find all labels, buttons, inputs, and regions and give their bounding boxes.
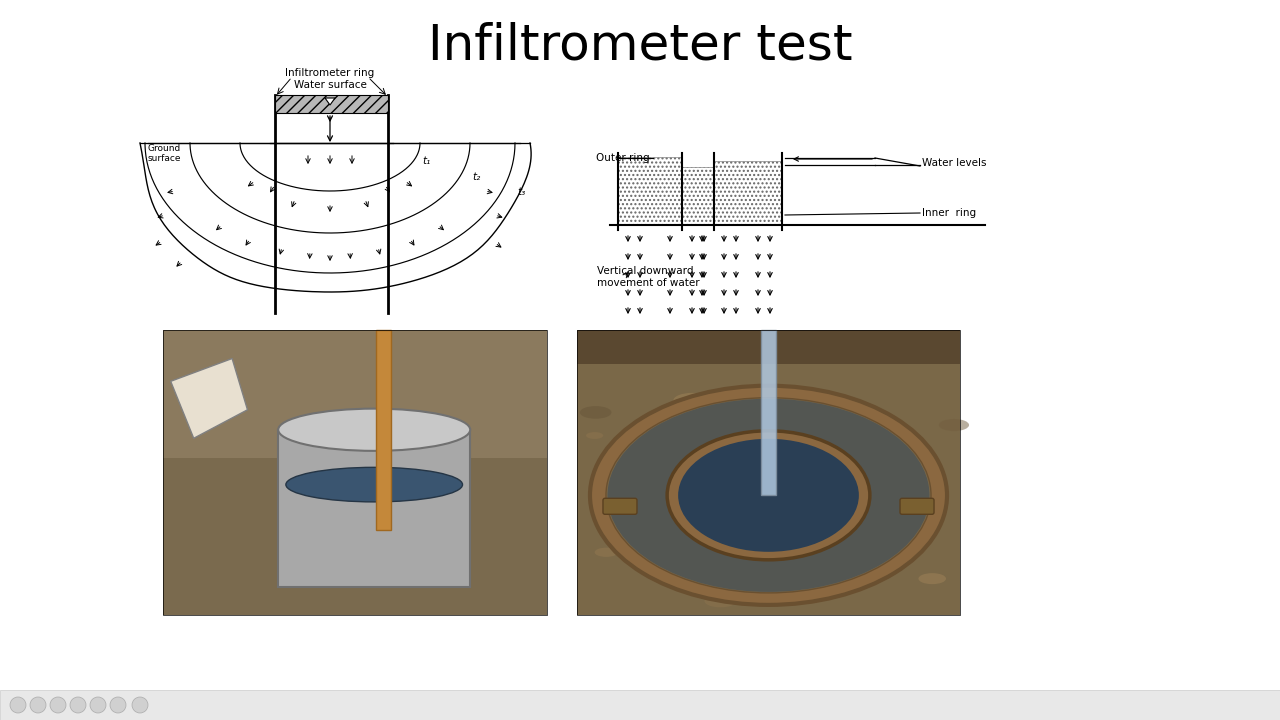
Text: Outer ring: Outer ring: [596, 153, 650, 163]
Ellipse shape: [755, 543, 792, 557]
Ellipse shape: [850, 487, 863, 492]
Ellipse shape: [773, 528, 801, 539]
Text: Ground
surface: Ground surface: [148, 144, 182, 163]
Text: t₂: t₂: [472, 172, 480, 182]
Ellipse shape: [595, 548, 618, 557]
Ellipse shape: [678, 438, 859, 552]
Circle shape: [90, 697, 106, 713]
Polygon shape: [170, 359, 247, 438]
FancyBboxPatch shape: [603, 498, 637, 514]
Bar: [163, 458, 547, 615]
Polygon shape: [325, 98, 335, 105]
Ellipse shape: [667, 431, 870, 560]
Ellipse shape: [605, 397, 931, 593]
Text: t₁: t₁: [422, 156, 430, 166]
Text: Inner  ring: Inner ring: [922, 208, 977, 218]
Ellipse shape: [704, 595, 736, 608]
Bar: [577, 330, 960, 615]
Bar: [278, 430, 470, 587]
Circle shape: [110, 697, 125, 713]
Bar: [577, 330, 960, 364]
Bar: [760, 330, 776, 495]
Ellipse shape: [586, 432, 603, 439]
Ellipse shape: [278, 409, 470, 451]
Bar: [376, 330, 392, 529]
Ellipse shape: [744, 415, 760, 421]
FancyBboxPatch shape: [900, 498, 934, 514]
Circle shape: [50, 697, 67, 713]
Bar: [577, 330, 960, 615]
Ellipse shape: [919, 573, 946, 584]
Ellipse shape: [847, 488, 867, 495]
Bar: [618, 157, 682, 225]
Bar: [163, 330, 547, 615]
Text: Infiltrometer test: Infiltrometer test: [428, 21, 852, 69]
Circle shape: [70, 697, 86, 713]
Text: Water surface: Water surface: [293, 80, 366, 90]
Bar: [714, 161, 782, 225]
Ellipse shape: [913, 506, 946, 520]
Ellipse shape: [673, 393, 712, 408]
Bar: [163, 330, 547, 458]
Circle shape: [10, 697, 26, 713]
Circle shape: [132, 697, 148, 713]
Text: Infiltrometer ring: Infiltrometer ring: [285, 68, 375, 78]
Ellipse shape: [645, 420, 663, 428]
Bar: [275, 95, 388, 113]
Circle shape: [29, 697, 46, 713]
Ellipse shape: [608, 399, 929, 592]
Text: Water levels: Water levels: [922, 158, 987, 168]
Bar: [0, 690, 1280, 720]
Bar: [682, 167, 714, 225]
Ellipse shape: [580, 406, 612, 419]
Text: Vertical downward
movement of water: Vertical downward movement of water: [596, 266, 700, 288]
Text: t₃: t₃: [517, 187, 525, 197]
Ellipse shape: [285, 467, 462, 502]
Ellipse shape: [938, 419, 969, 431]
Ellipse shape: [783, 441, 795, 445]
Ellipse shape: [590, 386, 947, 605]
